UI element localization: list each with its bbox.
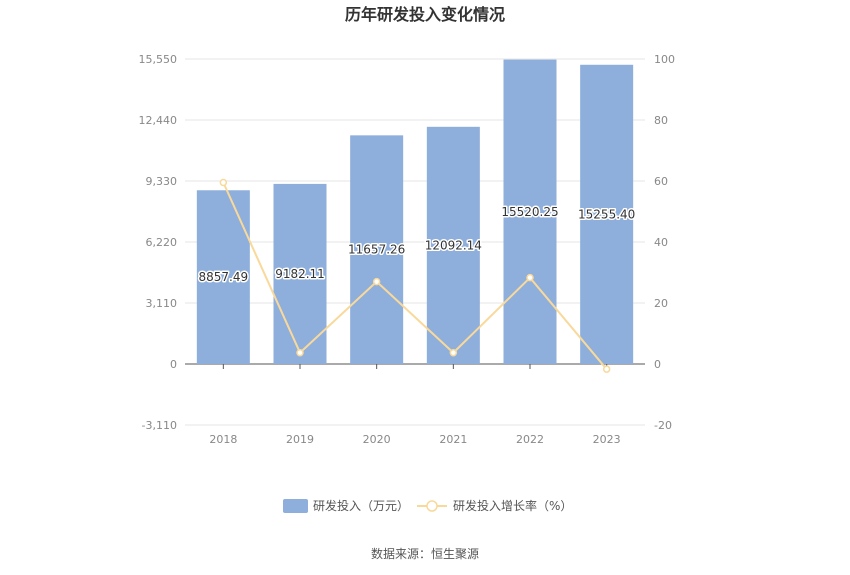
x-tick-label: 2022 [516, 433, 544, 446]
bar-data-label: 15255.40 [578, 207, 635, 221]
source-note: 数据来源：恒生聚源 [371, 546, 479, 561]
line-point [449, 348, 458, 357]
bar-data-label: 8857.49 [199, 270, 249, 284]
bar-value-labels: 8857.49 9182.11 11657.26 12092.14 15520.25 15… [197, 203, 637, 285]
line-point [219, 178, 228, 187]
line-point [526, 273, 534, 282]
y-right-tick-label: -20 [654, 419, 672, 432]
bar [273, 183, 327, 364]
line-point [602, 365, 611, 373]
y-right-tick-label: 80 [654, 114, 668, 127]
x-tick-label: 2021 [439, 433, 467, 446]
legend-item-line[interactable]: 研发投入增长率（%） [417, 498, 572, 513]
bar [503, 59, 557, 364]
y-right-tick-label: 100 [654, 53, 675, 66]
y-right-tick-label: 0 [654, 358, 661, 371]
legend-item-bar[interactable]: 研发投入（万元） [283, 498, 409, 513]
y-left-tick-label: 9,330 [146, 175, 178, 188]
y-left-tick-label: 0 [170, 358, 177, 371]
bar-data-label: 15520.25 [501, 205, 558, 219]
bar-data-label: 9182.11 [275, 267, 325, 281]
line-point [372, 277, 381, 286]
bar [580, 64, 634, 365]
bar-series [196, 59, 634, 365]
growth-rate-line [222, 182, 608, 370]
x-tick-label: 2023 [593, 433, 621, 446]
legend-label: 研发投入（万元） [313, 498, 409, 513]
x-tick-label: 2019 [286, 433, 314, 446]
line-point [296, 348, 304, 357]
legend-label: 研发投入增长率（%） [453, 498, 572, 513]
chart-title: 历年研发投入变化情况 [345, 5, 505, 24]
legend-line-marker [426, 500, 438, 512]
legend[interactable]: 研发投入（万元） 研发投入增长率（%） [283, 498, 572, 513]
y-right-tick-label: 60 [654, 175, 668, 188]
line-series [219, 178, 611, 373]
bar [350, 135, 404, 364]
y-left-tick-label: 6,220 [146, 236, 178, 249]
y-left-tick-label: 12,440 [139, 114, 178, 127]
y-left-tick-label: -3,110 [142, 419, 177, 432]
bar [426, 126, 480, 365]
x-tick-label: 2020 [363, 433, 391, 446]
x-tick-label: 2018 [209, 433, 237, 446]
y-right-tick-label: 20 [654, 297, 668, 310]
grid-lines [185, 58, 645, 426]
legend-bar-swatch [283, 499, 308, 513]
y-right-tick-label: 40 [654, 236, 668, 249]
bar-data-label: 11657.26 [348, 243, 405, 257]
y-left-tick-label: 3,110 [146, 297, 178, 310]
axes: -3,110 0 3,110 6,220 9,330 12,440 15,550 -20 0 20… [139, 53, 676, 446]
y-left-tick-label: 15,550 [139, 53, 178, 66]
bar [196, 190, 250, 364]
bar-data-label: 12092.14 [425, 238, 482, 252]
